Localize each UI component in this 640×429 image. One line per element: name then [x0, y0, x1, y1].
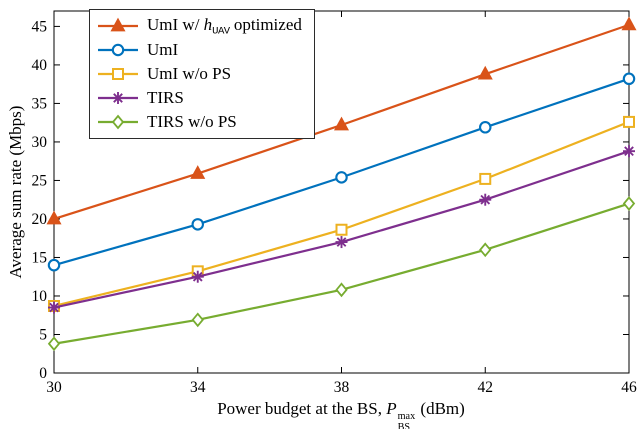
y-tick-label: 10	[32, 288, 48, 305]
y-tick-label: 30	[32, 134, 48, 151]
asterisk-marker	[479, 193, 492, 206]
asterisk-marker	[335, 236, 348, 249]
circle-marker	[335, 171, 348, 184]
asterisk-marker	[48, 301, 60, 314]
legend-label: UmI w/o PS	[147, 64, 232, 83]
legend-sample	[98, 43, 138, 57]
diamond-marker	[479, 242, 492, 258]
series-markers-tirs	[48, 145, 635, 314]
series-markers-tirs-w-o-ps	[47, 196, 636, 352]
diamond-marker	[47, 336, 61, 352]
x-tick-label: 30	[46, 379, 62, 396]
supsub-script: max BS	[397, 410, 416, 429]
triangle-marker	[333, 116, 350, 131]
square-marker	[335, 223, 348, 236]
square-marker	[479, 172, 492, 185]
diamond-marker	[111, 114, 125, 130]
axis-ticks: 30 34 38 42 46 0 5 10 15 20 25 30 35 40 45	[32, 11, 637, 396]
legend: UmI w/ hUAV optimized UmI UmI w/o PS TIRS TI…	[89, 9, 315, 139]
circle-marker	[191, 218, 205, 231]
triangle-marker	[477, 65, 493, 80]
legend-sample	[98, 114, 138, 130]
y-tick-label: 40	[32, 57, 48, 74]
legend-item-tirs-w-o-ps: TIRS w/o PS	[97, 111, 302, 133]
diamond-marker	[191, 312, 204, 328]
legend-item-umi-w-o-ps: UmI w/o PS	[97, 63, 302, 85]
asterisk-marker	[112, 92, 124, 104]
legend-item-umi-w-h-uav-optimized: UmI w/ hUAV optimized	[97, 15, 302, 37]
legend-sample	[98, 92, 138, 104]
y-tick-label: 20	[32, 211, 48, 228]
circle-marker	[111, 43, 125, 57]
y-tick-label: 15	[32, 249, 48, 266]
x-tick-label: 38	[334, 379, 350, 396]
series-line-umi-w-o-ps	[53, 120, 630, 308]
diamond-marker	[335, 282, 348, 298]
legend-label: UmI	[147, 40, 179, 59]
legend-sample	[98, 68, 138, 80]
triangle-marker	[190, 165, 206, 179]
asterisk-marker	[623, 145, 635, 158]
square-marker	[112, 68, 124, 80]
square-marker	[623, 115, 635, 128]
legend-label: TIRS w/o PS	[147, 112, 237, 131]
y-tick-label: 25	[32, 172, 48, 189]
triangle-marker	[46, 210, 62, 225]
series-markers-umi	[47, 72, 636, 272]
legend-sample	[98, 17, 138, 32]
circle-marker	[47, 258, 61, 272]
y-tick-label: 0	[39, 365, 47, 382]
legend-label: TIRS	[147, 88, 184, 107]
diamond-marker	[622, 196, 636, 211]
legend-item-tirs: TIRS	[97, 87, 302, 109]
y-axis-label: Average sum rate (Mbps)	[6, 105, 25, 279]
legend-label: UmI w/ hUAV optimized	[147, 14, 302, 38]
circle-marker	[622, 72, 636, 86]
x-tick-label: 46	[621, 379, 637, 396]
triangle-marker	[621, 16, 637, 31]
asterisk-marker	[191, 270, 204, 283]
y-tick-label: 45	[32, 18, 48, 35]
x-tick-label: 34	[190, 379, 206, 396]
series-markers-umi-w-h-uav-optimized	[46, 16, 637, 225]
series-markers-umi-w-o-ps	[48, 115, 635, 312]
y-tick-label: 5	[39, 326, 47, 343]
y-tick-label: 35	[32, 95, 48, 112]
circle-marker	[478, 121, 492, 134]
x-tick-label: 42	[478, 379, 494, 396]
legend-item-umi: UmI	[97, 39, 302, 61]
triangle-marker	[110, 17, 126, 32]
